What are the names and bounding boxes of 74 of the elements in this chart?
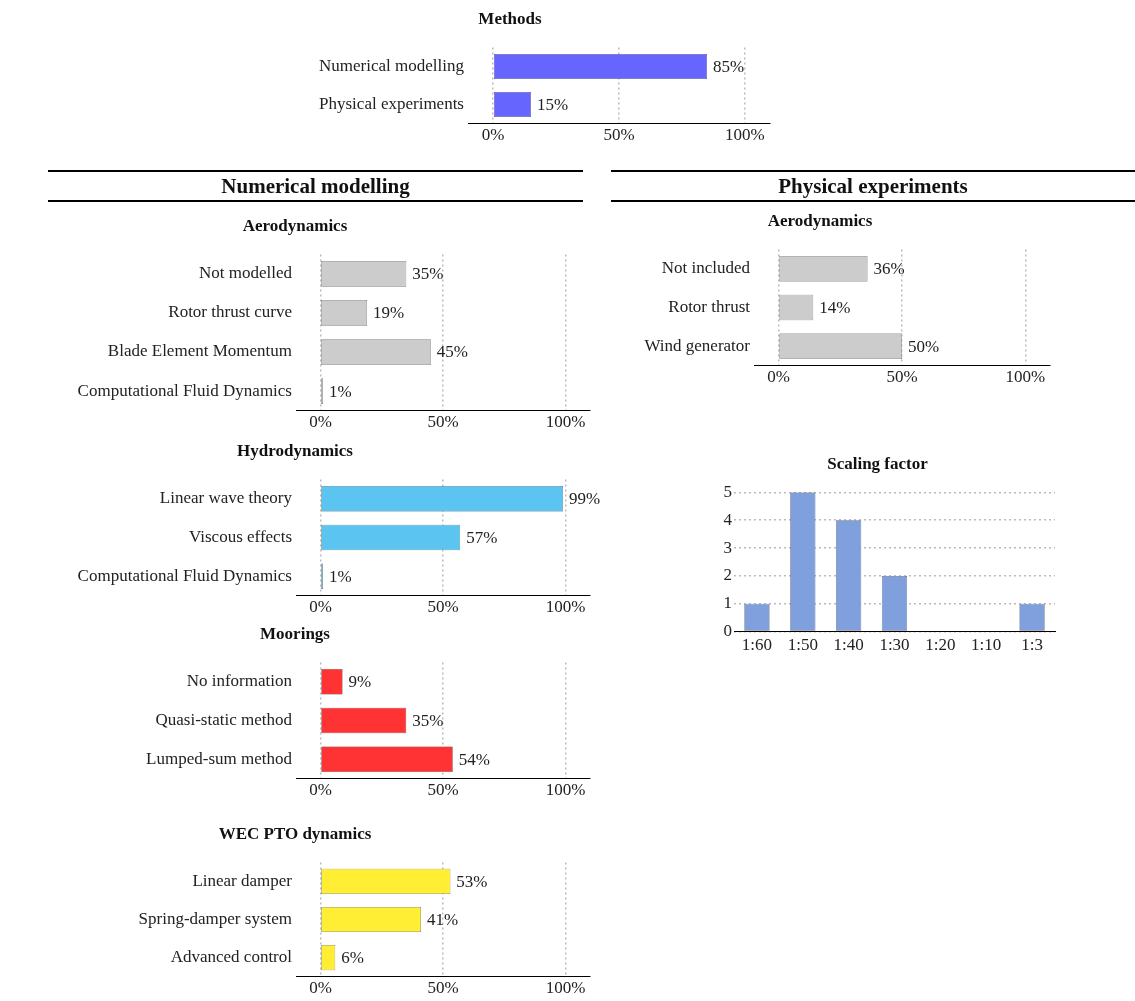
x-tick-label: 100% bbox=[545, 978, 586, 998]
x-tick-label: 50% bbox=[427, 597, 459, 617]
x-tick-label: 1:10 bbox=[971, 635, 1002, 655]
y-tick-label: Not included bbox=[661, 258, 751, 278]
data-label: 6% bbox=[341, 948, 364, 968]
chart-title: Moorings bbox=[260, 623, 331, 643]
y-tick-label: No information bbox=[186, 671, 293, 691]
x-tick-label: 0% bbox=[481, 125, 505, 145]
data-label: 57% bbox=[466, 527, 498, 547]
x-tick-label: 50% bbox=[427, 780, 459, 800]
data-label: 35% bbox=[412, 710, 444, 730]
y-tick-label: 5 bbox=[723, 481, 732, 501]
x-tick-label: 0% bbox=[309, 780, 332, 800]
data-label: 15% bbox=[536, 95, 569, 115]
x-tick-label: 50% bbox=[603, 125, 635, 145]
y-tick-label: Lumped-sum method bbox=[146, 748, 293, 768]
text: Numerical modelling bbox=[48, 170, 583, 202]
x-tick-label: 0% bbox=[309, 412, 332, 432]
y-tick-label: 0 bbox=[723, 621, 732, 641]
x-tick-label: 0% bbox=[309, 597, 332, 617]
x-tick-label: 100% bbox=[1005, 367, 1046, 387]
x-tick-label: 100% bbox=[545, 780, 586, 800]
chart-title: Scaling factor bbox=[827, 453, 929, 473]
data-label: 1% bbox=[328, 381, 352, 401]
x-tick-label: 1:30 bbox=[879, 635, 910, 655]
y-tick-label: Blade Element Momentum bbox=[107, 341, 292, 361]
y-tick-label: Not modelled bbox=[198, 263, 293, 283]
y-tick-label: Linear wave theory bbox=[159, 488, 293, 508]
x-tick-label: 1:60 bbox=[741, 635, 773, 655]
data-label: 19% bbox=[373, 303, 405, 323]
x-tick-label: 100% bbox=[545, 597, 586, 617]
y-tick-label: 2 bbox=[723, 565, 732, 585]
chart-title: Methods bbox=[478, 8, 543, 28]
x-tick-label: 1:20 bbox=[925, 635, 956, 655]
y-tick-label: Rotor thrust bbox=[668, 296, 751, 316]
data-label: 50% bbox=[908, 336, 940, 356]
data-label: 14% bbox=[819, 297, 851, 317]
x-tick-label: 0% bbox=[767, 367, 790, 387]
y-tick-label: 3 bbox=[723, 537, 732, 557]
text: Physical experiments bbox=[611, 170, 1135, 202]
data-label: 41% bbox=[426, 909, 459, 929]
x-tick-label: 1:40 bbox=[833, 635, 864, 655]
y-tick-label: Viscous effects bbox=[189, 526, 292, 546]
y-tick-label: Rotor thrust curve bbox=[168, 302, 292, 322]
y-tick-label: Computational Fluid Dynamics bbox=[77, 380, 292, 400]
chart-title: WEC PTO dynamics bbox=[218, 823, 372, 843]
x-tick-label: 1:50 bbox=[787, 635, 818, 655]
y-tick-label: Linear damper bbox=[192, 870, 293, 890]
chart-title: Aerodynamics bbox=[767, 210, 873, 230]
x-tick-label: 1:3 bbox=[1021, 635, 1043, 655]
x-tick-label: 50% bbox=[427, 412, 459, 432]
data-label: 35% bbox=[412, 264, 444, 284]
data-label: 1% bbox=[328, 566, 352, 586]
y-tick-label: Wind generator bbox=[644, 335, 751, 355]
data-label: 99% bbox=[569, 489, 601, 509]
y-tick-label: 1 bbox=[723, 593, 732, 613]
x-tick-label: 50% bbox=[427, 978, 459, 998]
x-tick-label: 100% bbox=[545, 412, 586, 432]
y-tick-label: Quasi-static method bbox=[155, 709, 293, 729]
data-label: 54% bbox=[458, 749, 490, 769]
chart-title: Hydrodynamics bbox=[237, 440, 354, 460]
y-tick-label: Computational Fluid Dynamics bbox=[77, 565, 292, 585]
chart-title: Aerodynamics bbox=[242, 215, 348, 235]
y-tick-label: Advanced control bbox=[170, 947, 293, 967]
x-tick-label: 0% bbox=[309, 978, 332, 998]
data-label: 9% bbox=[348, 672, 372, 692]
data-label: 36% bbox=[873, 259, 905, 279]
x-tick-label: 100% bbox=[725, 125, 765, 145]
y-tick-label: 4 bbox=[723, 509, 733, 529]
data-label: 45% bbox=[436, 342, 468, 362]
y-tick-label: Spring-damper system bbox=[138, 908, 292, 928]
x-tick-label: 50% bbox=[886, 367, 918, 387]
data-label: 85% bbox=[713, 56, 745, 76]
data-label: 53% bbox=[456, 871, 488, 891]
